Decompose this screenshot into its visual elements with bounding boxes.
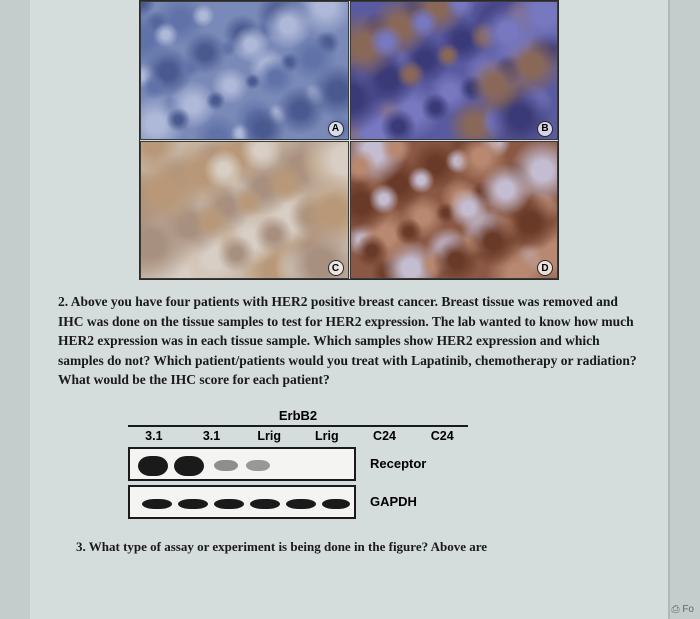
- blot-row-label: GAPDH: [370, 494, 417, 509]
- lane-label: Lrig: [301, 429, 353, 443]
- corner-watermark: ⎙ Fo: [672, 604, 694, 615]
- page-content: A B C D 2. Above you have four patients wit…: [30, 0, 670, 619]
- tissue-texture: [351, 2, 558, 139]
- ihc-panel-a: A: [140, 1, 349, 140]
- band: [250, 499, 280, 509]
- ihc-panel-grid: A B C D: [139, 0, 559, 280]
- blot-title: ErbB2: [118, 408, 478, 423]
- band: [178, 499, 208, 509]
- band: [138, 456, 168, 476]
- blot-rule: [128, 425, 468, 427]
- blot-membrane: [128, 485, 356, 519]
- lane-label: Lrig: [243, 429, 295, 443]
- blot-membrane: [128, 447, 356, 481]
- band: [142, 499, 172, 509]
- band: [286, 499, 316, 509]
- band: [214, 460, 238, 471]
- band: [174, 456, 204, 476]
- panel-label-d: D: [537, 260, 553, 276]
- blot-row: Receptor: [118, 447, 478, 481]
- question-2-text: 2. Above you have four patients with HER…: [58, 292, 640, 390]
- panel-label-a: A: [328, 121, 344, 137]
- question-3-text: 3. What type of assay or experiment is b…: [58, 539, 640, 555]
- tissue-texture: [141, 142, 348, 279]
- band: [214, 499, 244, 509]
- lane-label: 3.1: [128, 429, 180, 443]
- band: [246, 460, 270, 471]
- ihc-panel-b: B: [350, 1, 559, 140]
- lane-label: C24: [416, 429, 468, 443]
- band: [322, 499, 350, 509]
- lane-label: C24: [359, 429, 411, 443]
- tissue-texture: [141, 2, 348, 139]
- tissue-texture: [351, 142, 558, 279]
- doc-icon: ⎙: [672, 604, 680, 615]
- lane-labels: 3.1 3.1 Lrig Lrig C24 C24: [128, 429, 468, 443]
- ihc-panel-c: C: [140, 141, 349, 280]
- panel-label-b: B: [537, 121, 553, 137]
- western-blot-figure: ErbB2 3.1 3.1 Lrig Lrig C24 C24 Receptor GAPDH: [118, 408, 478, 519]
- lane-label: 3.1: [186, 429, 238, 443]
- blot-row: GAPDH: [118, 485, 478, 519]
- blot-row-label: Receptor: [370, 456, 426, 471]
- ihc-panel-d: D: [350, 141, 559, 280]
- panel-label-c: C: [328, 260, 344, 276]
